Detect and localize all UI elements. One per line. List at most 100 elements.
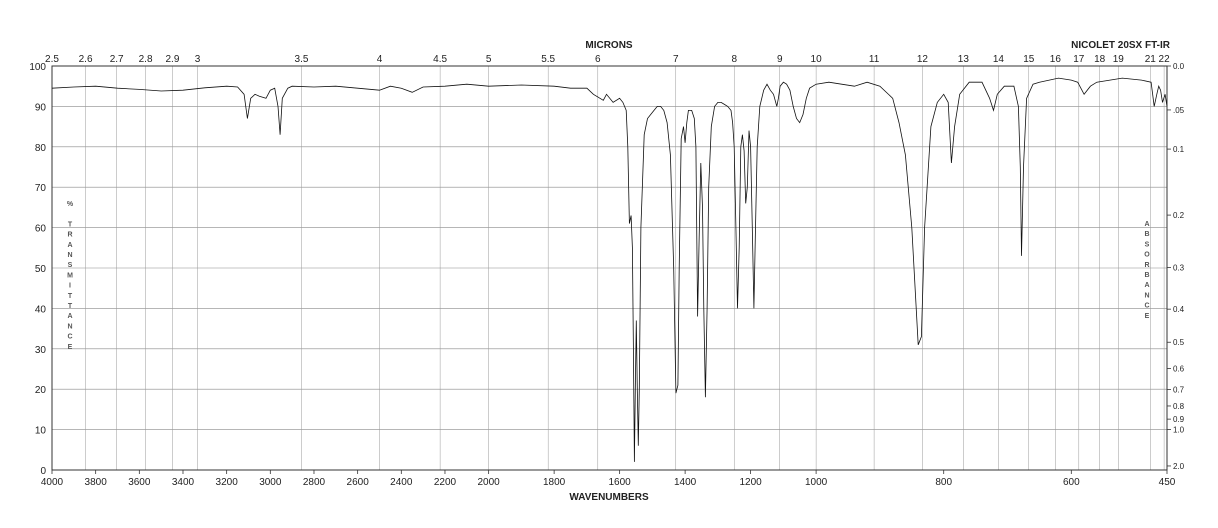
absorbance-tick-label: 0.2	[1173, 211, 1185, 220]
absorbance-tick-label: 1.0	[1173, 426, 1185, 435]
micron-tick-label: 11	[869, 54, 880, 65]
axis-title-letter: S	[1145, 241, 1150, 248]
micron-tick-label: 2.6	[79, 54, 93, 65]
x-tick-label: 1600	[608, 477, 631, 488]
y-tick-label: 30	[35, 345, 47, 356]
x-tick-label: 1800	[543, 477, 566, 488]
absorbance-tick-label: 0.8	[1173, 402, 1185, 411]
absorbance-tick-label: 0.4	[1173, 305, 1185, 314]
micron-tick-label: 13	[958, 54, 970, 65]
axis-title-letter: N	[67, 323, 72, 330]
y-tick-label: 50	[35, 264, 47, 275]
x-tick-label: 3200	[216, 477, 239, 488]
axis-title-letter: T	[68, 293, 73, 300]
y-tick-label: 40	[35, 304, 47, 315]
micron-tick-label: 17	[1073, 54, 1085, 65]
y-tick-label: 100	[29, 62, 46, 73]
absorbance-tick-label: 0.7	[1173, 385, 1185, 394]
x-tick-label: 450	[1159, 477, 1176, 488]
micron-tick-label: 19	[1113, 54, 1125, 65]
y-tick-label: 70	[35, 183, 47, 194]
axis-title-letter: T	[68, 303, 73, 310]
micron-tick-label: 2.7	[110, 54, 124, 65]
axis-title-letter: %	[67, 201, 74, 208]
micron-tick-label: 4.5	[433, 54, 447, 65]
x-tick-label: 800	[935, 477, 952, 488]
x-tick-label: 3600	[128, 477, 151, 488]
x-tick-label: 2200	[434, 477, 457, 488]
axis-title-letter: N	[67, 252, 72, 259]
absorbance-tick-label: 0.5	[1173, 338, 1185, 347]
x-tick-label: 2400	[390, 477, 413, 488]
x-tick-label: 3000	[259, 477, 282, 488]
micron-tick-label: 18	[1094, 54, 1106, 65]
micron-tick-label: 2.9	[165, 54, 179, 65]
y-tick-label: 90	[35, 102, 47, 113]
axis-title-letter: C	[1144, 303, 1149, 310]
micron-tick-label: 12	[917, 54, 929, 65]
absorbance-tick-label: 0.6	[1173, 365, 1185, 374]
x-tick-label: 4000	[41, 477, 64, 488]
axis-title-letter: E	[68, 344, 73, 351]
plot-frame	[51, 65, 1168, 471]
x-tick-label: 1400	[674, 477, 697, 488]
axis-title-letter: C	[67, 334, 72, 341]
y-tick-label: 10	[35, 426, 47, 437]
absorbance-tick-label: 0.3	[1173, 264, 1185, 273]
absorbance-tick-label: 0.9	[1173, 415, 1185, 424]
y-tick-label: 20	[35, 385, 47, 396]
micron-tick-label: 8	[731, 54, 737, 65]
micron-tick-label: 7	[673, 54, 679, 65]
x-tick-label: 2600	[347, 477, 370, 488]
micron-tick-label: 2.8	[139, 54, 153, 65]
x-tick-label: 1200	[739, 477, 762, 488]
axis-title-letter: R	[1144, 262, 1149, 269]
axis-title-letter: T	[68, 221, 73, 228]
x-tick-label: 2000	[478, 477, 501, 488]
y-tick-label: 60	[35, 224, 47, 235]
x-tick-label: 1000	[805, 477, 828, 488]
micron-tick-label: 6	[595, 54, 601, 65]
micron-tick-label: 3	[195, 54, 201, 65]
micron-tick-label: 3.5	[295, 54, 309, 65]
absorbance-tick-label: 0.1	[1173, 145, 1185, 154]
x-axis-title: WAVENUMBERS	[569, 492, 649, 503]
axis-title-letter: B	[1144, 231, 1149, 238]
transmittance-trace	[51, 77, 1168, 462]
y-tick-label: 80	[35, 143, 47, 154]
micron-tick-label: 5	[486, 54, 492, 65]
micron-tick-label: 9	[777, 54, 783, 65]
axis-title-letter: M	[67, 272, 73, 279]
axis-title-letter: R	[67, 232, 72, 239]
micron-tick-label: 10	[811, 54, 823, 65]
axis-title-letter: A	[67, 313, 72, 320]
x-tick-label: 3400	[172, 477, 195, 488]
axis-title-letter: A	[1144, 221, 1149, 228]
axis-title-letter: I	[69, 283, 71, 290]
micron-tick-label: 15	[1023, 54, 1035, 65]
absorbance-tick-label: .05	[1173, 106, 1185, 115]
axis-title-letter: A	[1144, 282, 1149, 289]
micron-tick-label: 22	[1159, 54, 1171, 65]
x-tick-label: 2800	[303, 477, 326, 488]
axis-title-letter: E	[1145, 313, 1150, 320]
microns-axis-title: MICRONS	[585, 40, 633, 51]
x-tick-label: 600	[1063, 477, 1080, 488]
axis-title-letter: S	[68, 262, 73, 269]
axis-title-letter: N	[1144, 292, 1149, 299]
micron-tick-label: 2.5	[45, 54, 59, 65]
y-tick-label: 0	[40, 466, 46, 477]
axis-title-letter: O	[1144, 252, 1150, 259]
micron-tick-label: 5.5	[541, 54, 555, 65]
micron-tick-label: 4	[377, 54, 383, 65]
micron-tick-label: 14	[993, 54, 1005, 65]
chart-grid	[51, 65, 1167, 471]
instrument-title: NICOLET 20SX FT-IR	[1071, 40, 1171, 51]
axis-title-letter: A	[67, 242, 72, 249]
micron-tick-label: 21	[1145, 54, 1157, 65]
axis-title-letter: B	[1144, 272, 1149, 279]
